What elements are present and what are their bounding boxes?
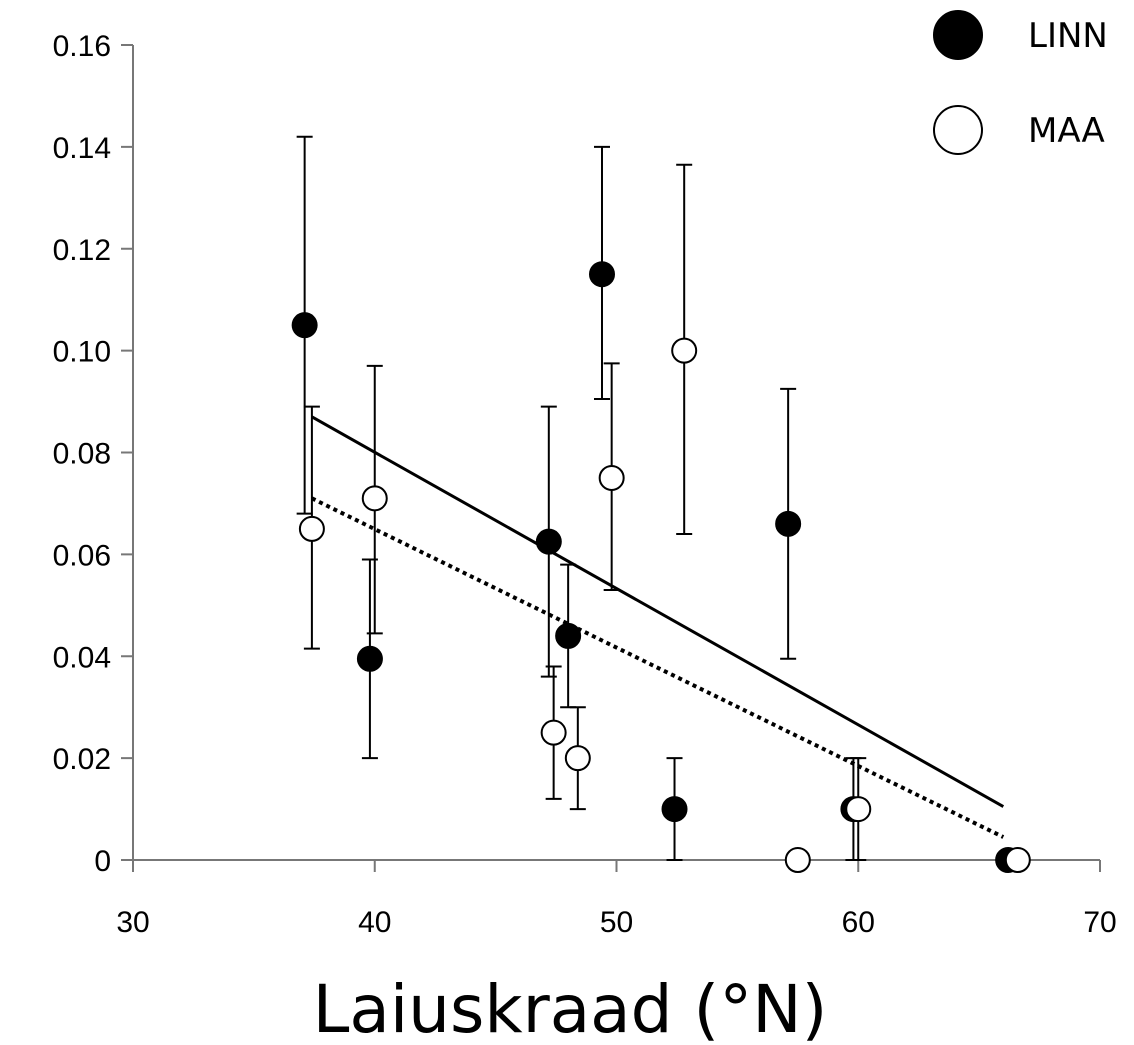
data-point-linn bbox=[555, 622, 582, 649]
y-tick-label: 0.02 bbox=[53, 743, 111, 776]
x-tick-label: 30 bbox=[116, 906, 149, 939]
data-point-maa bbox=[540, 719, 567, 746]
y-tick-label: 0.04 bbox=[53, 641, 111, 674]
data-point-maa bbox=[845, 796, 872, 823]
data-point-linn bbox=[535, 528, 562, 555]
legend-marker-linn bbox=[933, 10, 983, 60]
data-points bbox=[291, 261, 1031, 873]
data-point-maa bbox=[361, 485, 388, 512]
legend: LINN MAA bbox=[933, 10, 1108, 155]
x-tick-label: 70 bbox=[1083, 906, 1116, 939]
data-point-linn bbox=[356, 645, 383, 672]
x-tick-label: 50 bbox=[600, 906, 633, 939]
data-point-maa bbox=[598, 464, 625, 491]
ticks: 0 0.02 0.04 0.06 0.08 0.10 0.12 0.14 0.16 30 40 50 6… bbox=[53, 30, 1117, 939]
trendline-linn bbox=[311, 415, 1005, 808]
x-tick-label: 40 bbox=[358, 906, 391, 939]
data-point-linn bbox=[661, 796, 688, 823]
y-tick-label: 0.10 bbox=[53, 336, 111, 369]
data-point-maa bbox=[1004, 847, 1031, 873]
trendline-maa bbox=[311, 496, 1005, 839]
y-tick-label: 0.12 bbox=[53, 234, 111, 267]
data-point-linn bbox=[775, 510, 802, 537]
data-point-linn bbox=[291, 312, 318, 339]
data-point-linn bbox=[588, 261, 615, 288]
trendlines bbox=[311, 415, 1005, 839]
y-tick-label: 0.16 bbox=[53, 30, 111, 63]
axes bbox=[132, 45, 1100, 861]
x-tick-label: 60 bbox=[842, 906, 875, 939]
data-point-maa bbox=[298, 515, 325, 542]
y-tick-label: 0.14 bbox=[53, 132, 111, 165]
data-point-maa bbox=[671, 337, 698, 364]
y-tick-label: 0 bbox=[94, 845, 111, 878]
x-axis-label: Laiuskraad (°N) bbox=[313, 971, 828, 1045]
legend-label-linn: LINN bbox=[1028, 16, 1108, 56]
y-tick-label: 0.06 bbox=[53, 539, 111, 572]
y-tick-label: 0.08 bbox=[53, 438, 111, 471]
legend-marker-maa bbox=[933, 105, 983, 155]
legend-label-maa: MAA bbox=[1028, 111, 1105, 151]
data-point-maa bbox=[784, 847, 811, 873]
data-point-maa bbox=[564, 745, 591, 772]
